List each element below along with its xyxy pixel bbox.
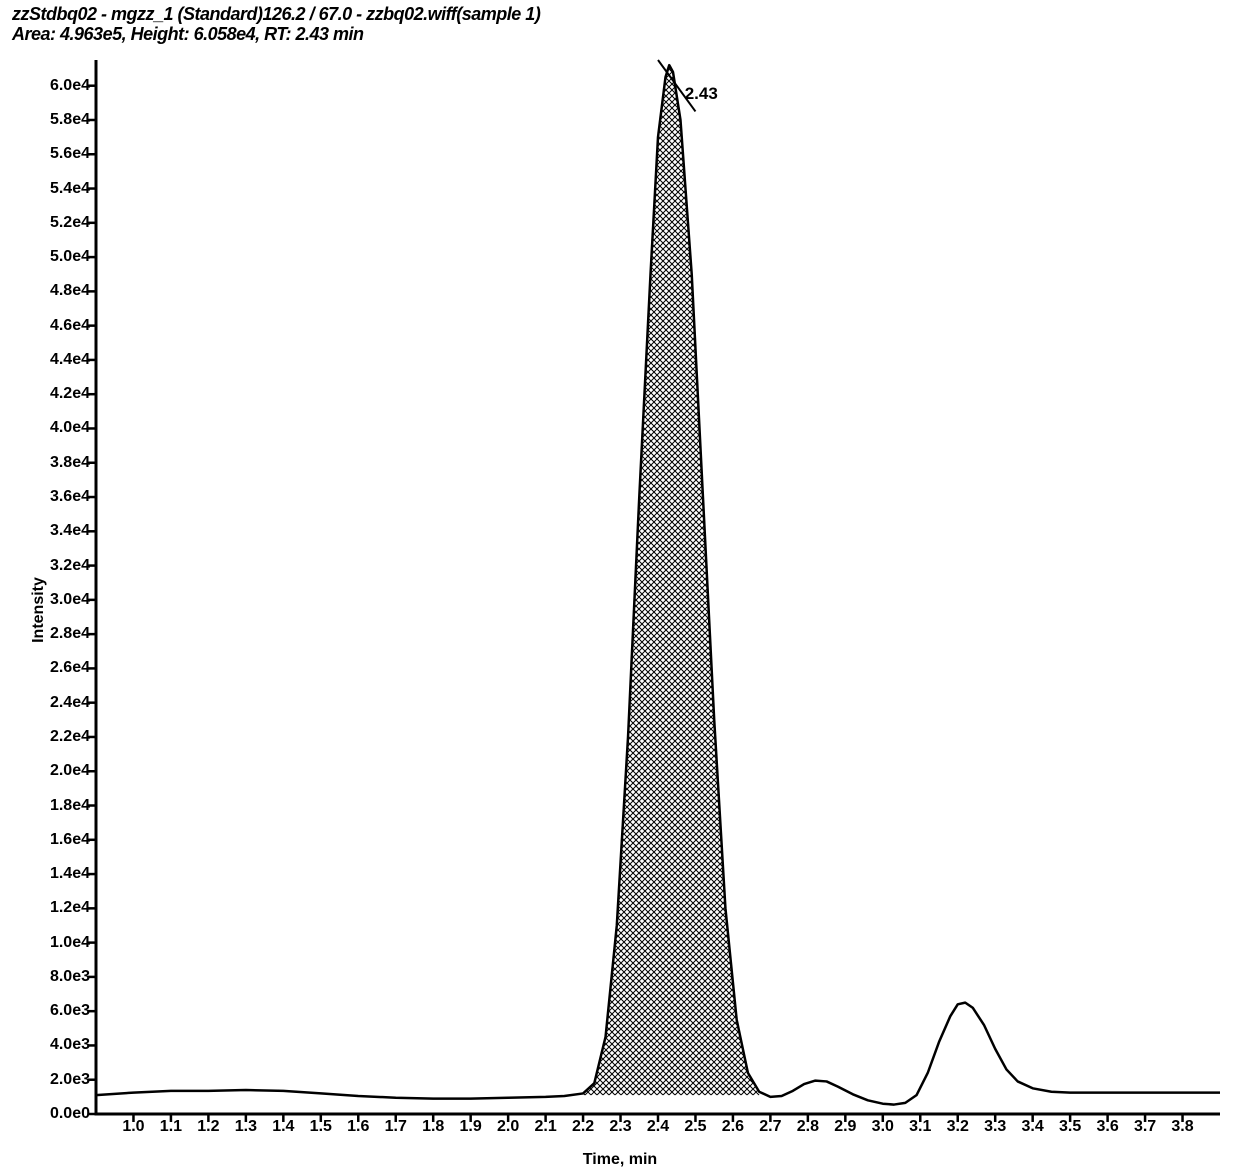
y-tick-label: 3.4e4 xyxy=(50,522,90,540)
x-tick-label: 3.7 xyxy=(1134,1118,1156,1136)
chart-header: zzStdbq02 - mgzz_1 (Standard)126.2 / 67.… xyxy=(12,4,540,44)
x-tick-label: 2.8 xyxy=(797,1118,819,1136)
x-tick-label: 2.0 xyxy=(497,1118,519,1136)
x-tick-label: 2.2 xyxy=(572,1118,594,1136)
peak-label: 2.43 xyxy=(685,84,718,104)
y-tick-label: 2.2e4 xyxy=(50,728,90,746)
x-tick-label: 2.1 xyxy=(534,1118,556,1136)
x-tick-label: 1.4 xyxy=(272,1118,294,1136)
y-tick-label: 3.6e4 xyxy=(50,488,90,506)
x-tick-label: 3.3 xyxy=(984,1118,1006,1136)
y-axis-label: Intensity xyxy=(30,577,48,643)
x-axis-label: Time, min xyxy=(583,1151,657,1169)
y-tick-label: 2.4e4 xyxy=(50,694,90,712)
y-tick-label: 3.0e4 xyxy=(50,591,90,609)
chromatogram-svg xyxy=(96,60,1220,1114)
header-line2: Area: 4.963e5, Height: 6.058e4, RT: 2.43… xyxy=(12,24,540,44)
x-tick-label: 1.2 xyxy=(197,1118,219,1136)
x-tick-label: 1.0 xyxy=(122,1118,144,1136)
x-tick-label: 2.5 xyxy=(684,1118,706,1136)
y-tick-label: 3.8e4 xyxy=(50,454,90,472)
y-tick-label: 2.6e4 xyxy=(50,659,90,677)
y-tick-label: 4.0e4 xyxy=(50,419,90,437)
y-tick-label: 6.0e4 xyxy=(50,77,90,95)
x-tick-label: 1.3 xyxy=(235,1118,257,1136)
x-tick-label: 2.9 xyxy=(834,1118,856,1136)
peak-fill xyxy=(583,65,759,1095)
y-tick-label: 5.0e4 xyxy=(50,248,90,266)
y-tick-label: 5.8e4 xyxy=(50,111,90,129)
y-tick-label: 4.2e4 xyxy=(50,385,90,403)
y-tick-label: 4.0e3 xyxy=(50,1036,90,1054)
x-tick-label: 3.5 xyxy=(1059,1118,1081,1136)
x-tick-label: 2.3 xyxy=(609,1118,631,1136)
x-tick-label: 2.4 xyxy=(647,1118,669,1136)
y-tick-label: 6.0e3 xyxy=(50,1002,90,1020)
x-tick-label: 3.6 xyxy=(1096,1118,1118,1136)
x-tick-label: 1.1 xyxy=(160,1118,182,1136)
y-tick-label: 1.0e4 xyxy=(50,934,90,952)
y-tick-label: 4.6e4 xyxy=(50,317,90,335)
x-tick-label: 1.9 xyxy=(460,1118,482,1136)
y-tick-label: 2.0e4 xyxy=(50,762,90,780)
y-tick-label: 4.4e4 xyxy=(50,351,90,369)
x-tick-label: 3.0 xyxy=(872,1118,894,1136)
y-tick-label: 2.8e4 xyxy=(50,625,90,643)
y-tick-label: 4.8e4 xyxy=(50,282,90,300)
y-tick-label: 1.6e4 xyxy=(50,831,90,849)
x-tick-label: 1.8 xyxy=(422,1118,444,1136)
y-tick-label: 5.4e4 xyxy=(50,180,90,198)
x-tick-label: 3.4 xyxy=(1022,1118,1044,1136)
x-tick-label: 1.6 xyxy=(347,1118,369,1136)
y-tick-label: 5.6e4 xyxy=(50,145,90,163)
x-tick-label: 2.7 xyxy=(759,1118,781,1136)
y-tick-label: 8.0e3 xyxy=(50,968,90,986)
y-tick-label: 5.2e4 xyxy=(50,214,90,232)
plot-wrap: Intensity Time, min 0.0e02.0e34.0e36.0e3… xyxy=(0,48,1240,1171)
x-tick-label: 2.6 xyxy=(722,1118,744,1136)
x-tick-label: 3.2 xyxy=(947,1118,969,1136)
x-tick-label: 3.8 xyxy=(1171,1118,1193,1136)
y-tick-label: 3.2e4 xyxy=(50,557,90,575)
y-tick-label: 1.2e4 xyxy=(50,899,90,917)
x-tick-label: 3.1 xyxy=(909,1118,931,1136)
x-tick-label: 1.7 xyxy=(385,1118,407,1136)
plot-area: 0.0e02.0e34.0e36.0e38.0e31.0e41.2e41.4e4… xyxy=(96,60,1220,1114)
y-tick-label: 1.8e4 xyxy=(50,797,90,815)
x-tick-label: 1.5 xyxy=(310,1118,332,1136)
header-line1: zzStdbq02 - mgzz_1 (Standard)126.2 / 67.… xyxy=(12,4,540,24)
y-tick-label: 2.0e3 xyxy=(50,1071,90,1089)
y-tick-label: 0.0e0 xyxy=(50,1105,90,1123)
y-tick-label: 1.4e4 xyxy=(50,865,90,883)
